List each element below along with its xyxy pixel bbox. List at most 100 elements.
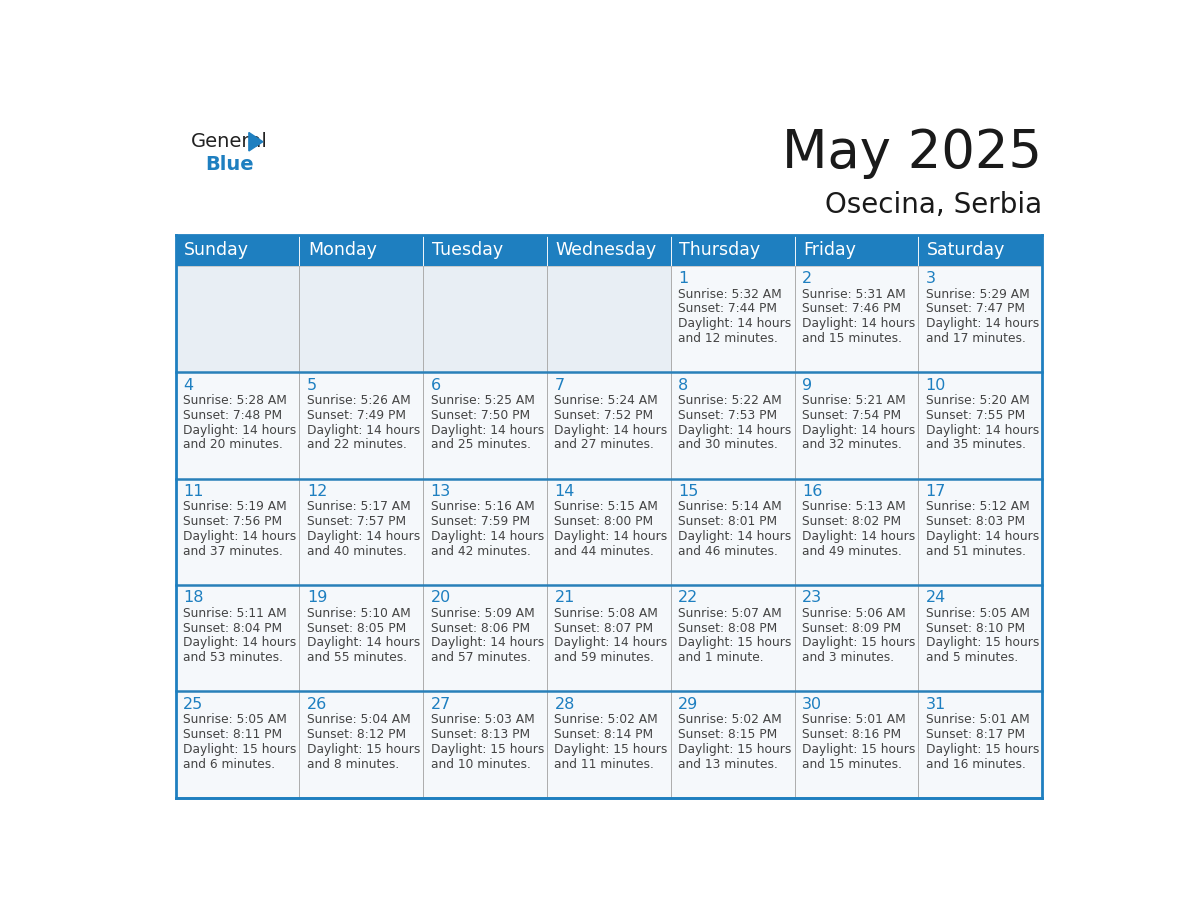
Bar bbox=[795, 235, 918, 265]
Text: Sunrise: 5:31 AM: Sunrise: 5:31 AM bbox=[802, 287, 905, 301]
Text: Daylight: 14 hours: Daylight: 14 hours bbox=[555, 636, 668, 649]
Text: Daylight: 15 hours: Daylight: 15 hours bbox=[307, 743, 421, 756]
Text: Sunset: 8:07 PM: Sunset: 8:07 PM bbox=[555, 621, 653, 634]
Text: Daylight: 14 hours: Daylight: 14 hours bbox=[802, 423, 915, 437]
Text: 28: 28 bbox=[555, 697, 575, 711]
Bar bbox=[299, 265, 423, 372]
Text: 5: 5 bbox=[307, 377, 317, 393]
Text: 19: 19 bbox=[307, 590, 327, 605]
Text: and 49 minutes.: and 49 minutes. bbox=[802, 544, 902, 558]
Text: Daylight: 15 hours: Daylight: 15 hours bbox=[925, 743, 1040, 756]
Text: Sunrise: 5:26 AM: Sunrise: 5:26 AM bbox=[307, 394, 411, 407]
Text: 14: 14 bbox=[555, 484, 575, 498]
Text: Daylight: 14 hours: Daylight: 14 hours bbox=[678, 423, 791, 437]
Text: and 37 minutes.: and 37 minutes. bbox=[183, 544, 283, 558]
Bar bbox=[176, 585, 299, 691]
Text: Daylight: 14 hours: Daylight: 14 hours bbox=[678, 530, 791, 543]
Text: and 32 minutes.: and 32 minutes. bbox=[802, 439, 902, 452]
Text: Sunset: 8:10 PM: Sunset: 8:10 PM bbox=[925, 621, 1025, 634]
Text: Daylight: 14 hours: Daylight: 14 hours bbox=[430, 530, 544, 543]
Text: Sunrise: 5:22 AM: Sunrise: 5:22 AM bbox=[678, 394, 782, 407]
Text: Sunrise: 5:10 AM: Sunrise: 5:10 AM bbox=[307, 607, 411, 620]
Text: and 35 minutes.: and 35 minutes. bbox=[925, 439, 1025, 452]
Text: Sunrise: 5:11 AM: Sunrise: 5:11 AM bbox=[183, 607, 286, 620]
Bar bbox=[546, 691, 671, 798]
Bar bbox=[423, 372, 546, 478]
Text: Sunrise: 5:19 AM: Sunrise: 5:19 AM bbox=[183, 500, 286, 513]
Text: Sunset: 7:50 PM: Sunset: 7:50 PM bbox=[430, 409, 530, 422]
Bar bbox=[299, 235, 423, 265]
Text: Sunset: 8:02 PM: Sunset: 8:02 PM bbox=[802, 515, 901, 528]
Text: 3: 3 bbox=[925, 271, 936, 286]
Text: Sunset: 8:16 PM: Sunset: 8:16 PM bbox=[802, 728, 901, 741]
Text: 12: 12 bbox=[307, 484, 327, 498]
Text: Daylight: 14 hours: Daylight: 14 hours bbox=[307, 636, 421, 649]
Text: Sunrise: 5:28 AM: Sunrise: 5:28 AM bbox=[183, 394, 287, 407]
Text: Daylight: 15 hours: Daylight: 15 hours bbox=[555, 743, 668, 756]
Text: 10: 10 bbox=[925, 377, 946, 393]
Text: Sunrise: 5:29 AM: Sunrise: 5:29 AM bbox=[925, 287, 1030, 301]
Text: Sunrise: 5:12 AM: Sunrise: 5:12 AM bbox=[925, 500, 1030, 513]
Text: Daylight: 14 hours: Daylight: 14 hours bbox=[430, 636, 544, 649]
Bar bbox=[176, 265, 299, 372]
Bar bbox=[423, 265, 546, 372]
Text: and 53 minutes.: and 53 minutes. bbox=[183, 651, 283, 665]
Text: Sunset: 8:00 PM: Sunset: 8:00 PM bbox=[555, 515, 653, 528]
Bar bbox=[546, 585, 671, 691]
Bar bbox=[671, 478, 795, 585]
Text: Blue: Blue bbox=[206, 155, 254, 174]
Text: Sunrise: 5:01 AM: Sunrise: 5:01 AM bbox=[925, 713, 1030, 726]
Text: 20: 20 bbox=[430, 590, 451, 605]
Bar bbox=[671, 585, 795, 691]
Text: May 2025: May 2025 bbox=[782, 127, 1042, 179]
Text: Daylight: 15 hours: Daylight: 15 hours bbox=[183, 743, 297, 756]
Text: 4: 4 bbox=[183, 377, 194, 393]
Text: Sunrise: 5:05 AM: Sunrise: 5:05 AM bbox=[183, 713, 287, 726]
Bar bbox=[795, 691, 918, 798]
Bar bbox=[423, 235, 546, 265]
Text: Daylight: 15 hours: Daylight: 15 hours bbox=[430, 743, 544, 756]
Text: Sunset: 8:05 PM: Sunset: 8:05 PM bbox=[307, 621, 406, 634]
Text: and 46 minutes.: and 46 minutes. bbox=[678, 544, 778, 558]
Text: 30: 30 bbox=[802, 697, 822, 711]
Text: and 15 minutes.: and 15 minutes. bbox=[802, 332, 902, 345]
Bar bbox=[795, 585, 918, 691]
Bar bbox=[918, 265, 1042, 372]
Text: Thursday: Thursday bbox=[680, 241, 760, 259]
Text: Sunrise: 5:09 AM: Sunrise: 5:09 AM bbox=[430, 607, 535, 620]
Text: Sunrise: 5:13 AM: Sunrise: 5:13 AM bbox=[802, 500, 905, 513]
Bar bbox=[299, 691, 423, 798]
Text: Sunset: 7:53 PM: Sunset: 7:53 PM bbox=[678, 409, 777, 422]
Text: Sunrise: 5:20 AM: Sunrise: 5:20 AM bbox=[925, 394, 1030, 407]
Bar bbox=[176, 691, 299, 798]
Text: Sunset: 8:14 PM: Sunset: 8:14 PM bbox=[555, 728, 653, 741]
Text: Sunrise: 5:06 AM: Sunrise: 5:06 AM bbox=[802, 607, 905, 620]
Bar bbox=[546, 478, 671, 585]
Text: Daylight: 14 hours: Daylight: 14 hours bbox=[555, 423, 668, 437]
Bar bbox=[299, 585, 423, 691]
Text: Sunset: 7:44 PM: Sunset: 7:44 PM bbox=[678, 302, 777, 316]
Text: 13: 13 bbox=[430, 484, 451, 498]
Text: Sunrise: 5:21 AM: Sunrise: 5:21 AM bbox=[802, 394, 905, 407]
Bar bbox=[795, 478, 918, 585]
Text: Sunset: 8:03 PM: Sunset: 8:03 PM bbox=[925, 515, 1025, 528]
Text: Sunrise: 5:32 AM: Sunrise: 5:32 AM bbox=[678, 287, 782, 301]
Text: and 44 minutes.: and 44 minutes. bbox=[555, 544, 655, 558]
Text: and 6 minutes.: and 6 minutes. bbox=[183, 757, 276, 770]
Text: Sunrise: 5:15 AM: Sunrise: 5:15 AM bbox=[555, 500, 658, 513]
Text: Wednesday: Wednesday bbox=[556, 241, 657, 259]
Text: Sunrise: 5:02 AM: Sunrise: 5:02 AM bbox=[555, 713, 658, 726]
Text: and 42 minutes.: and 42 minutes. bbox=[430, 544, 531, 558]
Bar bbox=[423, 691, 546, 798]
Text: Daylight: 15 hours: Daylight: 15 hours bbox=[925, 636, 1040, 649]
Bar bbox=[423, 478, 546, 585]
Text: and 55 minutes.: and 55 minutes. bbox=[307, 651, 407, 665]
Text: Daylight: 14 hours: Daylight: 14 hours bbox=[802, 530, 915, 543]
Bar bbox=[918, 235, 1042, 265]
Text: and 5 minutes.: and 5 minutes. bbox=[925, 651, 1018, 665]
Text: Daylight: 14 hours: Daylight: 14 hours bbox=[183, 423, 296, 437]
Text: and 40 minutes.: and 40 minutes. bbox=[307, 544, 406, 558]
Text: Sunset: 8:08 PM: Sunset: 8:08 PM bbox=[678, 621, 777, 634]
Text: Sunrise: 5:14 AM: Sunrise: 5:14 AM bbox=[678, 500, 782, 513]
Text: Sunset: 8:15 PM: Sunset: 8:15 PM bbox=[678, 728, 777, 741]
